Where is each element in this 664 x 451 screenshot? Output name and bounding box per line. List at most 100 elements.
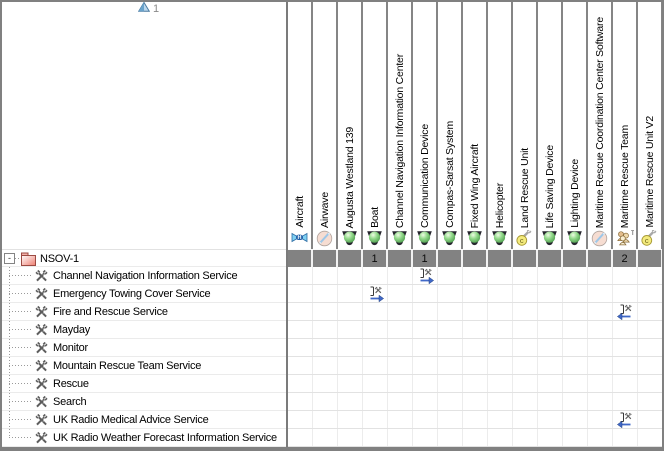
- matrix-cell[interactable]: [538, 393, 563, 410]
- matrix-cell[interactable]: [363, 285, 388, 302]
- matrix-cell[interactable]: [463, 303, 488, 320]
- matrix-cell[interactable]: [463, 267, 488, 284]
- matrix-cell[interactable]: [363, 267, 388, 284]
- matrix-cell[interactable]: [388, 267, 413, 284]
- matrix-cell[interactable]: [313, 303, 338, 320]
- matrix-cell[interactable]: [588, 321, 613, 338]
- matrix-cell[interactable]: [338, 375, 363, 392]
- matrix-cell[interactable]: [438, 339, 463, 356]
- matrix-cell[interactable]: [488, 375, 513, 392]
- matrix-cell[interactable]: [613, 285, 638, 302]
- tree-item[interactable]: Fire and Rescue Service: [2, 303, 286, 321]
- matrix-cell[interactable]: [313, 357, 338, 374]
- matrix-cell[interactable]: [313, 285, 338, 302]
- matrix-cell[interactable]: [288, 411, 313, 428]
- column-header[interactable]: Fixed Wing Aircraft: [463, 2, 488, 249]
- matrix-cell[interactable]: [488, 321, 513, 338]
- tree-item[interactable]: Channel Navigation Information Service: [2, 267, 286, 285]
- matrix-cell[interactable]: [588, 393, 613, 410]
- matrix-cell[interactable]: [488, 411, 513, 428]
- matrix-cell[interactable]: [338, 393, 363, 410]
- group-count-cell[interactable]: 1: [413, 250, 438, 267]
- column-header[interactable]: Life Saving Device: [538, 2, 563, 249]
- matrix-cell[interactable]: [613, 339, 638, 356]
- matrix-cell[interactable]: [338, 303, 363, 320]
- matrix-cell[interactable]: [438, 393, 463, 410]
- tree-item[interactable]: Emergency Towing Cover Service: [2, 285, 286, 303]
- tree-item[interactable]: Search: [2, 393, 286, 411]
- matrix-cell[interactable]: [538, 375, 563, 392]
- matrix-cell[interactable]: [388, 357, 413, 374]
- matrix-cell[interactable]: [338, 429, 363, 446]
- matrix-cell[interactable]: [438, 321, 463, 338]
- matrix-cell[interactable]: [388, 285, 413, 302]
- matrix-cell[interactable]: [388, 429, 413, 446]
- matrix-cell[interactable]: [638, 303, 662, 320]
- matrix-cell[interactable]: [638, 339, 662, 356]
- matrix-cell[interactable]: [513, 303, 538, 320]
- matrix-cell[interactable]: [363, 375, 388, 392]
- group-count-cell[interactable]: [638, 250, 662, 267]
- matrix-cell[interactable]: [413, 303, 438, 320]
- matrix-cell[interactable]: [313, 411, 338, 428]
- matrix-cell[interactable]: [438, 429, 463, 446]
- matrix-cell[interactable]: [438, 357, 463, 374]
- matrix-cell[interactable]: [638, 429, 662, 446]
- matrix-cell[interactable]: [563, 267, 588, 284]
- tree-item[interactable]: Rescue: [2, 375, 286, 393]
- column-header[interactable]: Communication Device: [413, 2, 438, 249]
- matrix-cell[interactable]: [638, 411, 662, 428]
- matrix-cell[interactable]: [463, 429, 488, 446]
- matrix-cell[interactable]: [288, 429, 313, 446]
- column-header[interactable]: Maritime Rescue Team T: [613, 2, 638, 249]
- matrix-cell[interactable]: [338, 339, 363, 356]
- group-count-cell[interactable]: [338, 250, 363, 267]
- matrix-cell[interactable]: [388, 393, 413, 410]
- matrix-cell[interactable]: [488, 357, 513, 374]
- group-count-cell[interactable]: [463, 250, 488, 267]
- matrix-cell[interactable]: [288, 303, 313, 320]
- sort-indicator[interactable]: 1: [137, 2, 159, 15]
- matrix-cell[interactable]: [538, 321, 563, 338]
- matrix-cell[interactable]: [613, 267, 638, 284]
- column-header[interactable]: Lighting Device: [563, 2, 588, 249]
- matrix-cell[interactable]: [413, 267, 438, 284]
- matrix-cell[interactable]: [638, 375, 662, 392]
- group-count-cell[interactable]: [563, 250, 588, 267]
- matrix-cell[interactable]: [488, 285, 513, 302]
- column-header[interactable]: Compas-Sarsat System: [438, 2, 463, 249]
- tree-root-row[interactable]: - NSOV-1: [2, 249, 286, 267]
- column-header[interactable]: Boat: [363, 2, 388, 249]
- matrix-cell[interactable]: [638, 357, 662, 374]
- matrix-cell[interactable]: [563, 429, 588, 446]
- group-count-cell[interactable]: [488, 250, 513, 267]
- matrix-cell[interactable]: [413, 429, 438, 446]
- matrix-cell[interactable]: [438, 411, 463, 428]
- matrix-cell[interactable]: [413, 357, 438, 374]
- matrix-cell[interactable]: [513, 339, 538, 356]
- matrix-cell[interactable]: [463, 321, 488, 338]
- collapse-button[interactable]: -: [4, 253, 15, 264]
- matrix-cell[interactable]: [388, 321, 413, 338]
- matrix-cell[interactable]: [638, 267, 662, 284]
- matrix-cell[interactable]: [563, 339, 588, 356]
- matrix-cell[interactable]: [288, 357, 313, 374]
- matrix-cell[interactable]: [338, 411, 363, 428]
- matrix-cell[interactable]: [563, 285, 588, 302]
- column-header[interactable]: Land Rescue Unit c: [513, 2, 538, 249]
- tree-item[interactable]: UK Radio Weather Forecast Information Se…: [2, 429, 286, 447]
- matrix-cell[interactable]: [438, 267, 463, 284]
- matrix-cell[interactable]: [563, 411, 588, 428]
- group-count-cell[interactable]: [288, 250, 313, 267]
- matrix-cell[interactable]: [338, 267, 363, 284]
- matrix-cell[interactable]: [388, 375, 413, 392]
- matrix-cell[interactable]: [538, 411, 563, 428]
- matrix-cell[interactable]: [338, 357, 363, 374]
- matrix-cell[interactable]: [638, 393, 662, 410]
- matrix-cell[interactable]: [288, 321, 313, 338]
- matrix-cell[interactable]: [463, 357, 488, 374]
- matrix-cell[interactable]: [413, 285, 438, 302]
- matrix-cell[interactable]: [613, 393, 638, 410]
- matrix-cell[interactable]: [613, 411, 638, 428]
- matrix-cell[interactable]: [488, 339, 513, 356]
